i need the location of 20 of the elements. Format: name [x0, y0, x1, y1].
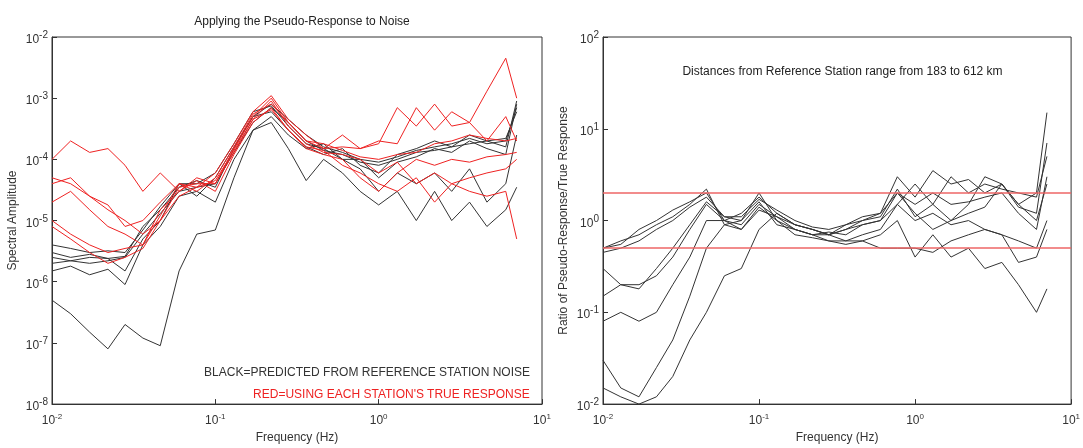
y-tick-label: 10$^{2}$ [580, 28, 599, 46]
y-tick-label: 10$^{-2}$ [576, 395, 599, 413]
text: Distances from Reference Station range from 183 to 612 km [682, 64, 1003, 78]
y-tick-label: 10$^{0}$ [580, 212, 599, 230]
y-tick-label: 10$^{-4}$ [25, 150, 48, 168]
y-tick-label: 10$^{1}$ [580, 120, 599, 138]
x-axis-title: Frequency (Hz) [795, 430, 879, 444]
y-tick-label: 10$^{-1}$ [576, 303, 599, 321]
annotation: RED=USING EACH STATION'S TRUE RESPONSE [253, 387, 530, 401]
y-tick-label: 10$^{-2}$ [25, 28, 48, 46]
y-tick-label: 10$^{-3}$ [25, 89, 48, 107]
x-axis-title: Frequency (Hz) [255, 430, 339, 444]
y-tick-label: 10$^{-8}$ [25, 395, 48, 413]
y-tick-label: 10$^{-5}$ [25, 212, 48, 230]
y-axis-title: Ratio of Pseudo-Response/True Response [556, 106, 570, 335]
y-axis-title: Spectral Amplitude [5, 170, 19, 271]
y-tick-label: 10$^{-6}$ [25, 273, 48, 291]
chart-title: Applying the Pseudo-Response to Noise [194, 14, 411, 28]
y-tick-label: 10$^{-7}$ [25, 334, 48, 352]
annotation: BLACK=PREDICTED FROM REFERENCE STATION NOISE [204, 365, 530, 379]
